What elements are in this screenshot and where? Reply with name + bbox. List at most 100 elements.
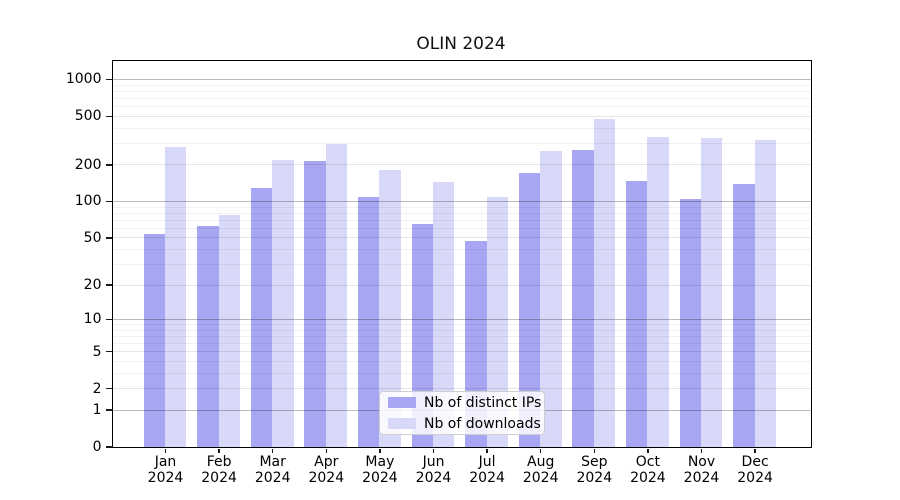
bar-distinct-ips-mar [250,188,273,447]
gridline-3 [112,372,811,374]
y-tick-mark-50 [105,237,112,239]
y-tick-label-20: 20 [83,277,102,294]
y-tick-label-100: 100 [74,193,102,210]
y-tick-mark-10 [105,318,112,321]
bar-distinct-ips-nov [679,198,701,447]
gridline-30 [112,263,811,265]
bar-distinct-ips-feb [197,226,219,447]
bar-distinct-ips-jun [411,224,433,447]
x-tick-label-sep: Sep 2024 [576,454,613,486]
gridline-60 [112,227,811,229]
x-tick-mark-jun [432,448,435,453]
legend-label-downloads: Nb of downloads [424,415,541,432]
bar-downloads-apr [325,144,348,447]
legend-item-downloads: Nb of downloads [380,416,544,432]
gridline-200 [112,164,811,166]
x-tick-mark-apr [325,448,327,453]
legend-label-distinct-ips: Nb of distinct IPs [424,394,542,411]
chart-title: OLIN 2024 [416,34,506,54]
gridline-600 [112,106,811,108]
bar-distinct-ips-aug [518,172,541,447]
gridline-500 [112,115,811,117]
bar-downloads-dec [754,139,776,447]
y-tick-label-2: 2 [92,380,102,397]
x-tick-label-jul: Jul 2024 [469,454,505,486]
y-tick-label-1: 1 [92,402,102,419]
y-tick-label-5: 5 [92,343,102,360]
gridline-900 [112,84,811,86]
x-tick-label-mar: Mar 2024 [254,454,291,486]
x-tick-label-apr: Apr 2024 [308,454,345,486]
y-tick-mark-500 [105,115,112,117]
gridline-300 [112,142,811,144]
x-tick-mark-sep [593,448,595,453]
x-tick-mark-oct [647,448,649,453]
bar-downloads-aug [540,150,562,447]
y-tick-mark-0 [105,446,112,448]
y-tick-mark-100 [105,200,112,203]
bar-downloads-may [379,169,401,447]
y-tick-label-50: 50 [83,229,102,246]
y-tick-mark-20 [105,284,112,286]
y-tick-label-500: 500 [74,108,102,125]
bar-distinct-ips-dec [733,183,755,447]
x-tick-mark-may [379,448,381,453]
bar-distinct-ips-jan [143,234,165,447]
gridline-5 [112,351,811,353]
x-tick-label-jan: Jan 2024 [147,454,184,486]
x-tick-label-dec: Dec 2024 [737,454,773,486]
legend-swatch-distinct-ips [388,397,416,408]
gridline-2 [112,388,811,390]
bar-distinct-ips-sep [572,149,594,447]
gridline-4 [112,360,811,362]
gridline-8 [112,329,811,331]
bar-downloads-mar [272,160,294,447]
gridline-70 [112,219,811,221]
y-tick-label-10: 10 [83,311,102,328]
y-tick-mark-2 [105,387,112,390]
gridline-400 [112,127,811,129]
y-tick-label-0: 0 [92,439,102,455]
x-tick-label-feb: Feb 2024 [201,454,237,486]
y-tick-mark-1000 [105,78,112,81]
gridline-100 [112,200,811,202]
bar-downloads-nov [701,138,723,447]
gridline-9 [112,324,811,325]
legend: Nb of distinct IPs Nb of downloads [379,391,545,435]
x-tick-mark-aug [540,448,542,453]
x-tick-mark-nov [700,448,703,453]
x-tick-label-aug: Aug 2024 [522,454,559,486]
bar-downloads-jul [486,197,508,447]
bar-downloads-feb [218,214,240,447]
gridline-6 [112,342,811,344]
gridline-1000 [112,78,811,80]
y-tick-label-200: 200 [74,156,102,173]
gridline-800 [112,90,811,92]
x-tick-mark-feb [218,448,220,453]
x-tick-label-may: May 2024 [362,454,398,486]
gridline-80 [112,212,811,214]
gridline-40 [112,248,811,250]
bar-distinct-ips-may [358,197,380,447]
gridline-20 [112,284,811,286]
x-tick-mark-mar [272,448,274,453]
y-tick-mark-5 [105,350,112,353]
bar-downloads-oct [647,136,669,447]
x-tick-mark-jan [164,448,167,453]
x-tick-mark-jul [486,448,488,453]
gridline-700 [112,97,811,99]
bar-distinct-ips-apr [304,160,326,447]
legend-swatch-downloads [388,418,416,429]
x-tick-label-nov: Nov 2024 [683,454,720,486]
y-tick-label-1000: 1000 [65,71,102,88]
bar-distinct-ips-oct [626,181,648,447]
gridline-7 [112,335,811,337]
y-tick-mark-1 [105,409,112,411]
y-tick-mark-200 [105,164,112,166]
x-tick-label-oct: Oct 2024 [630,454,666,486]
bar-downloads-jun [433,182,455,447]
gridline-90 [112,206,811,208]
bar-downloads-jan [165,146,187,447]
x-tick-label-jun: Jun 2024 [415,454,452,486]
